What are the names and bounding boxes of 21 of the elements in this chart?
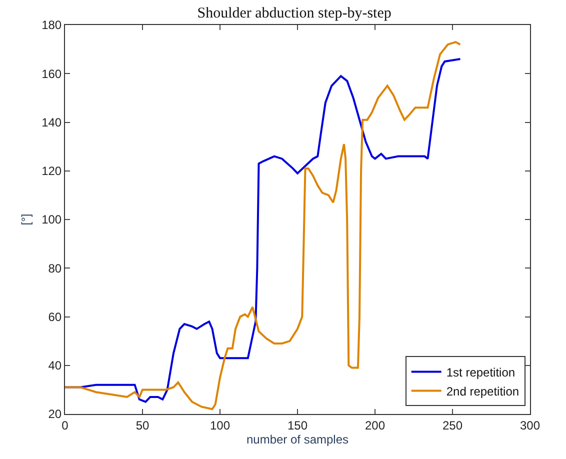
- x-tick-label: 200: [364, 418, 386, 432]
- legend-label: 2nd repetition: [446, 384, 520, 398]
- x-tick-label: 100: [210, 418, 230, 432]
- y-tick-label: 180: [42, 18, 62, 32]
- y-tick-label: 60: [48, 310, 62, 324]
- legend-label: 1st repetition: [446, 365, 516, 380]
- y-tick-label: 40: [48, 358, 62, 373]
- x-tick-label: 300: [520, 418, 540, 432]
- y-tick-label: 120: [42, 164, 62, 178]
- y-tick-label: 100: [42, 212, 62, 227]
- y-tick-label: 80: [48, 261, 62, 276]
- x-axis-title: number of samples: [246, 432, 349, 446]
- y-tick-label: 140: [42, 115, 62, 130]
- x-tick-label: 250: [442, 418, 463, 432]
- x-tick-label: 150: [287, 418, 308, 432]
- y-tick-label: 160: [42, 66, 62, 81]
- x-tick-label: 0: [62, 418, 69, 432]
- chart-title: Shoulder abduction step-by-step: [197, 5, 392, 22]
- y-tick-label: 20: [48, 407, 62, 422]
- y-axis-title: [°]: [18, 214, 33, 226]
- x-tick-label: 50: [136, 418, 150, 432]
